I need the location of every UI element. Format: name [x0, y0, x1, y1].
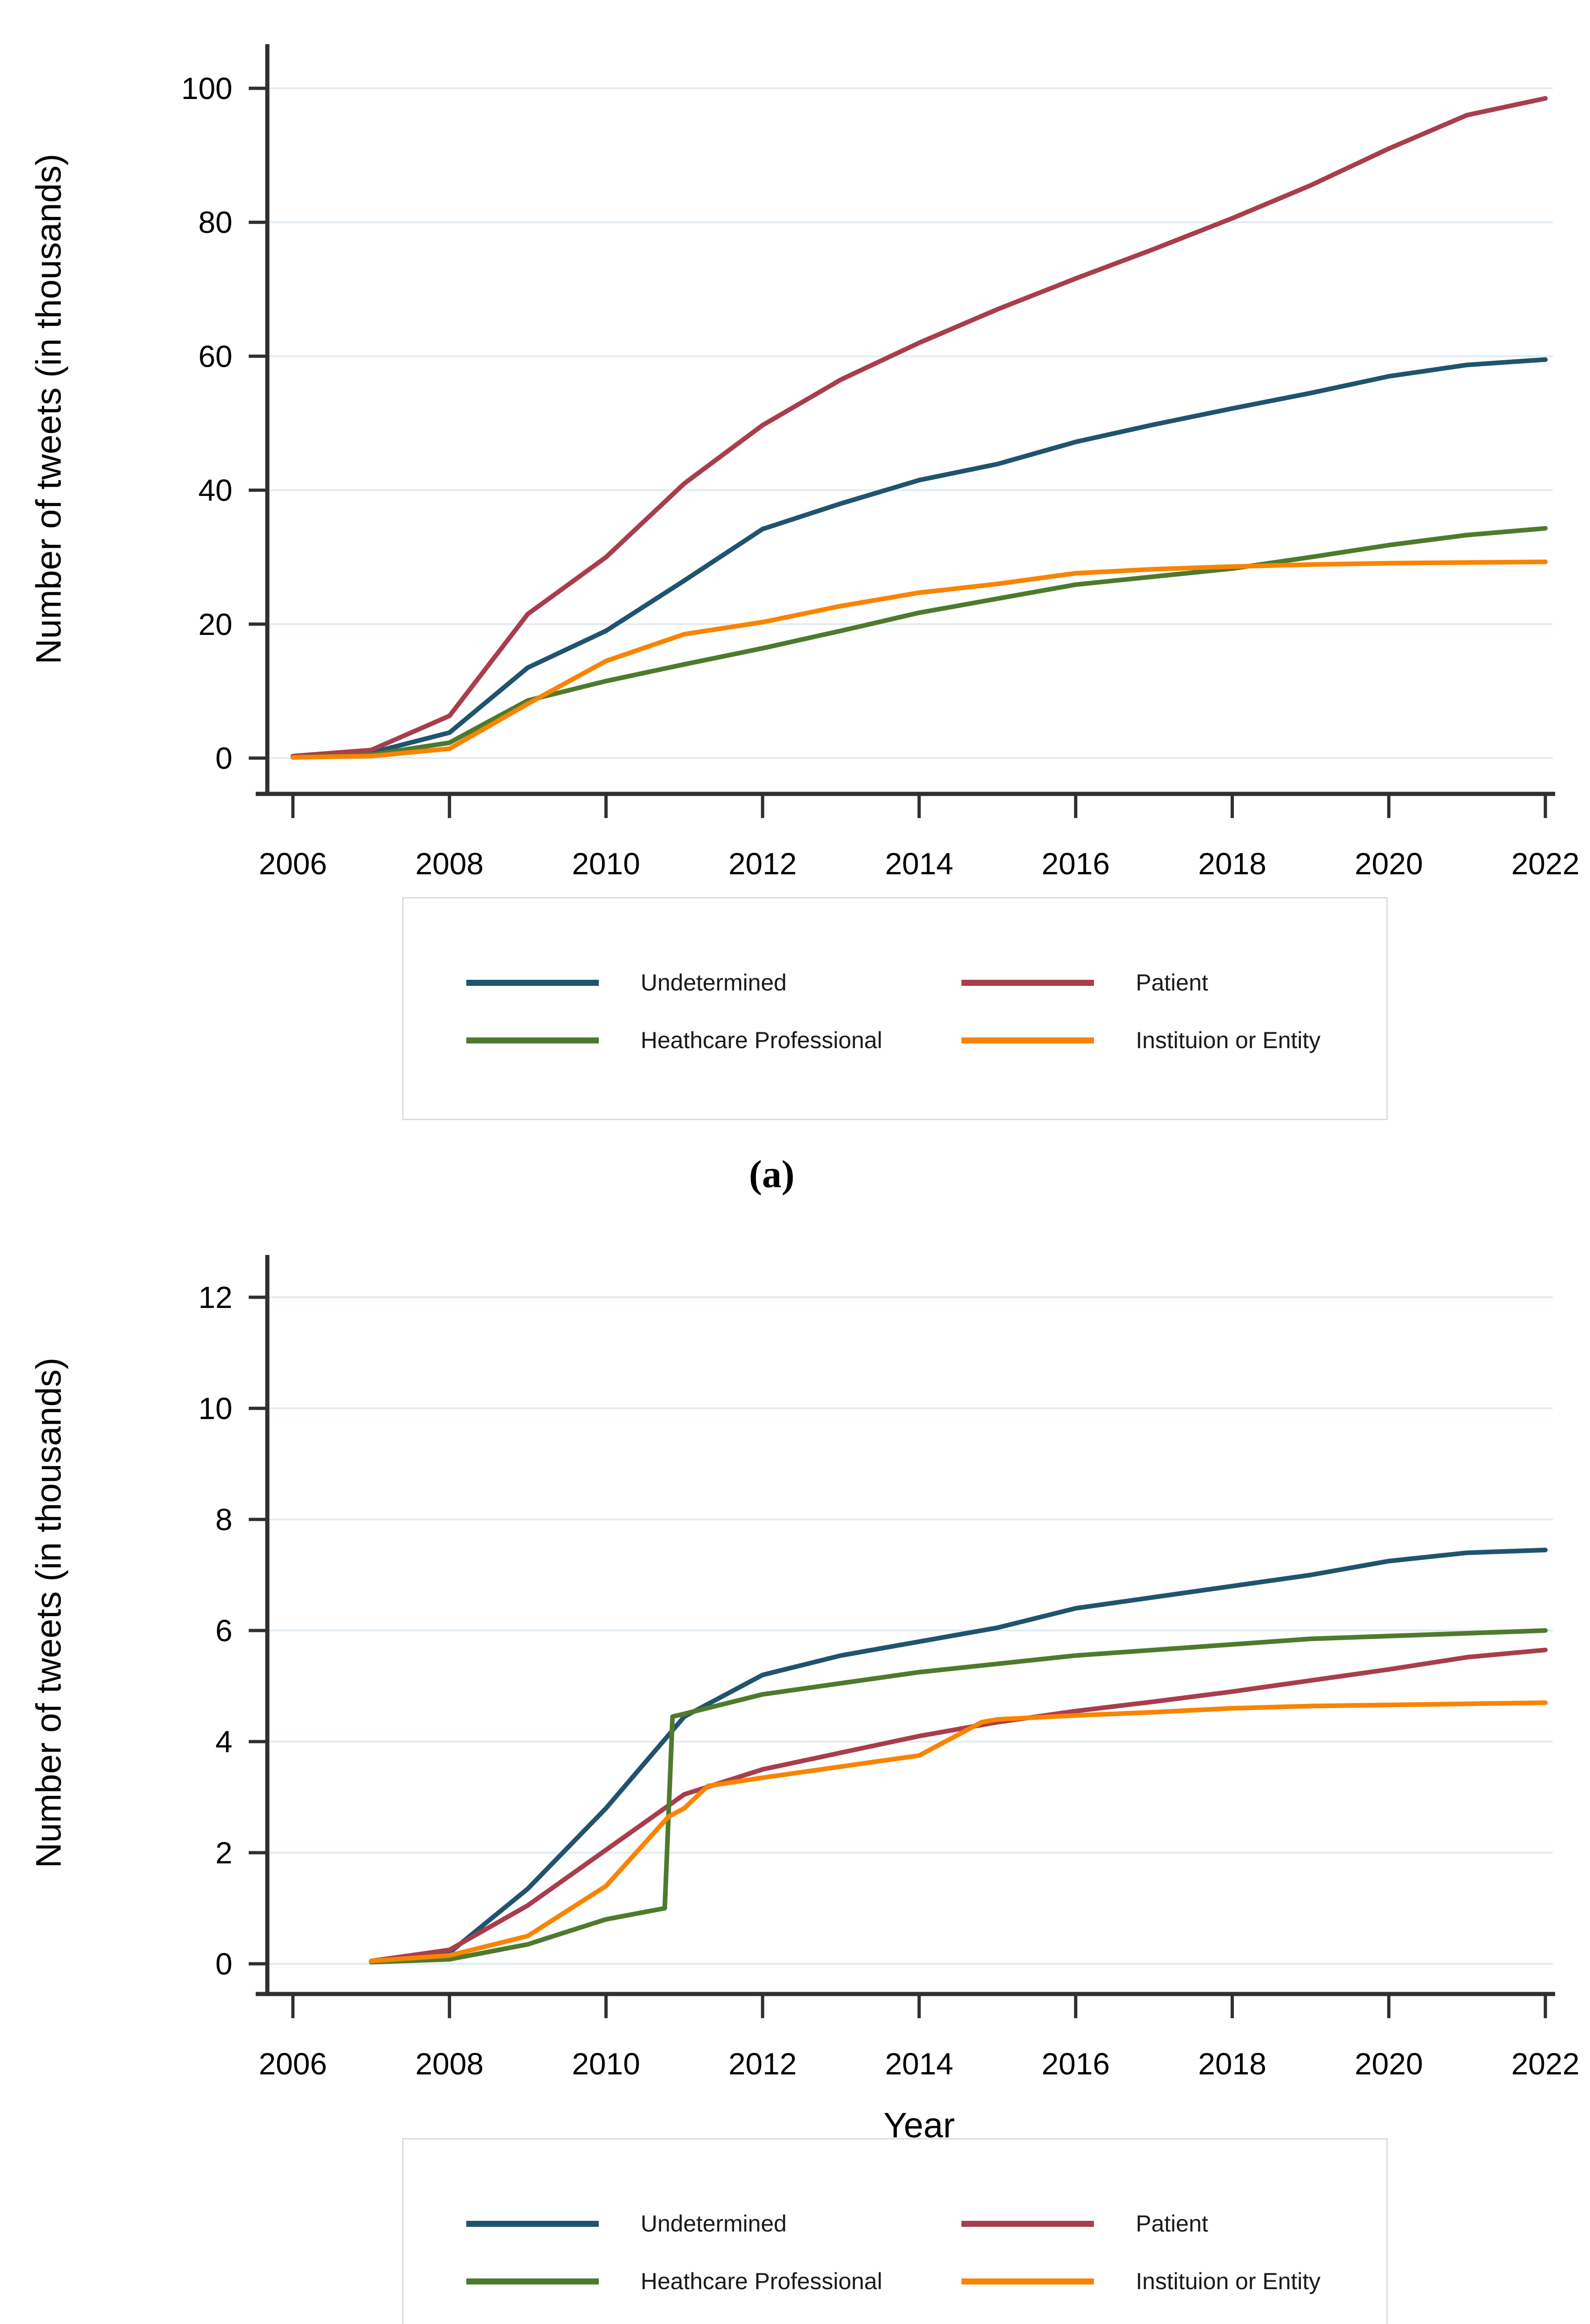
series-line-a-patient: [291, 96, 1548, 759]
x-tick-label-chart-a-2022: 2022: [1511, 846, 1580, 881]
legend-line-swatch-institution-or-entity: [961, 1037, 1094, 1043]
legend-label-patient: Patient: [1136, 2211, 1208, 2237]
y-tick-label-chart-b-4: 4: [215, 1724, 232, 1759]
y-tick-label-chart-a-20: 20: [199, 607, 232, 641]
legend-item-patient: Patient: [961, 2207, 1208, 2240]
y-tick-label-chart-a-100: 100: [181, 71, 232, 106]
legend-box-chart-b: Undetermined Patient Heathcare Professio…: [402, 2138, 1388, 2324]
legend-line-swatch-patient: [961, 2220, 1094, 2227]
y-tick-label-chart-b-2: 2: [215, 1835, 232, 1870]
y-tick-label-chart-a-80: 80: [199, 205, 232, 239]
legend-line-swatch-undetermined: [466, 2220, 599, 2227]
legend-item-undetermined: Undetermined: [466, 2207, 787, 2240]
x-tick-label-chart-b-2010: 2010: [572, 2047, 640, 2081]
y-tick-label-chart-b-10: 10: [199, 1391, 232, 1426]
x-tick-label-chart-a-2016: 2016: [1041, 846, 1110, 881]
x-tick-label-chart-a-2010: 2010: [572, 846, 640, 881]
legend-label-patient: Patient: [1136, 970, 1208, 996]
x-tick-label-chart-b-2006: 2006: [259, 2047, 327, 2081]
series-line-a-heathcare-professional: [291, 526, 1548, 760]
series-line-b-heathcare-professional: [369, 1628, 1548, 1965]
legend-box-chart-a: Undetermined Patient Heathcare Professio…: [402, 897, 1388, 1120]
legend-line-swatch-healthcare-professional: [466, 1037, 599, 1043]
legend-line-swatch-institution-or-entity: [961, 2278, 1094, 2284]
y-tick-label-chart-b-0: 0: [215, 1947, 232, 1981]
legend-line-swatch-patient: [961, 979, 1094, 986]
y-tick-label-chart-b-8: 8: [215, 1502, 232, 1537]
y-axis-title-chart-a: Number of tweets (in thousands): [29, 153, 69, 665]
x-tick-label-chart-a-2012: 2012: [729, 846, 797, 881]
x-tick-label-chart-b-2014: 2014: [885, 2047, 954, 2081]
x-tick-label-chart-b-2018: 2018: [1198, 2047, 1266, 2081]
legend-line-swatch-healthcare-professional: [466, 2278, 599, 2284]
legend-label-healthcare-professional: Heathcare Professional: [641, 2268, 882, 2294]
x-tick-label-chart-a-2018: 2018: [1198, 846, 1266, 881]
y-tick-label-chart-a-60: 60: [199, 339, 232, 373]
legend-item-patient: Patient: [961, 966, 1208, 999]
series-line-b-patient: [369, 1647, 1548, 1963]
x-tick-label-chart-a-2020: 2020: [1355, 846, 1423, 881]
x-tick-label-chart-b-2020: 2020: [1355, 2047, 1423, 2081]
legend-line-swatch-undetermined: [466, 979, 599, 986]
y-tick-label-chart-a-0: 0: [215, 741, 232, 775]
legend-item-undetermined: Undetermined: [466, 966, 787, 999]
legend-label-healthcare-professional: Heathcare Professional: [641, 1027, 882, 1053]
legend-label-institution-or-entity: Instituion or Entity: [1136, 1027, 1321, 1053]
x-tick-label-chart-a-2014: 2014: [885, 846, 954, 881]
y-tick-label-chart-b-12: 12: [199, 1280, 232, 1314]
series-line-a-undetermined: [291, 357, 1548, 759]
legend-item-healthcare-professional: Heathcare Professional: [466, 2265, 882, 2298]
legend-item-institution-or-entity: Instituion or Entity: [961, 2265, 1320, 2298]
legend-label-institution-or-entity: Instituion or Entity: [1136, 2268, 1321, 2294]
legend-item-institution-or-entity: Instituion or Entity: [961, 1024, 1320, 1056]
x-tick-label-chart-b-2012: 2012: [729, 2047, 797, 2081]
x-tick-label-chart-b-2022: 2022: [1511, 2047, 1580, 2081]
legend-label-undetermined: Undetermined: [641, 2211, 787, 2237]
legend-label-undetermined: Undetermined: [641, 970, 787, 996]
x-tick-label-chart-b-2008: 2008: [415, 2047, 484, 2081]
y-axis-title-chart-b: Number of tweets (in thousands): [29, 1357, 69, 1868]
series-line-b-instituion-or-entity: [369, 1700, 1548, 1963]
y-tick-label-chart-b-6: 6: [215, 1613, 232, 1648]
panel-label-a: (a): [749, 1153, 795, 1196]
series-line-a-instituion-or-entity: [291, 559, 1548, 760]
y-tick-label-chart-a-40: 40: [199, 473, 232, 508]
x-tick-label-chart-a-2006: 2006: [259, 846, 327, 881]
x-tick-label-chart-b-2016: 2016: [1041, 2047, 1110, 2081]
series-line-b-undetermined: [369, 1547, 1548, 1963]
x-tick-label-chart-a-2008: 2008: [415, 846, 484, 881]
legend-item-healthcare-professional: Heathcare Professional: [466, 1024, 882, 1056]
